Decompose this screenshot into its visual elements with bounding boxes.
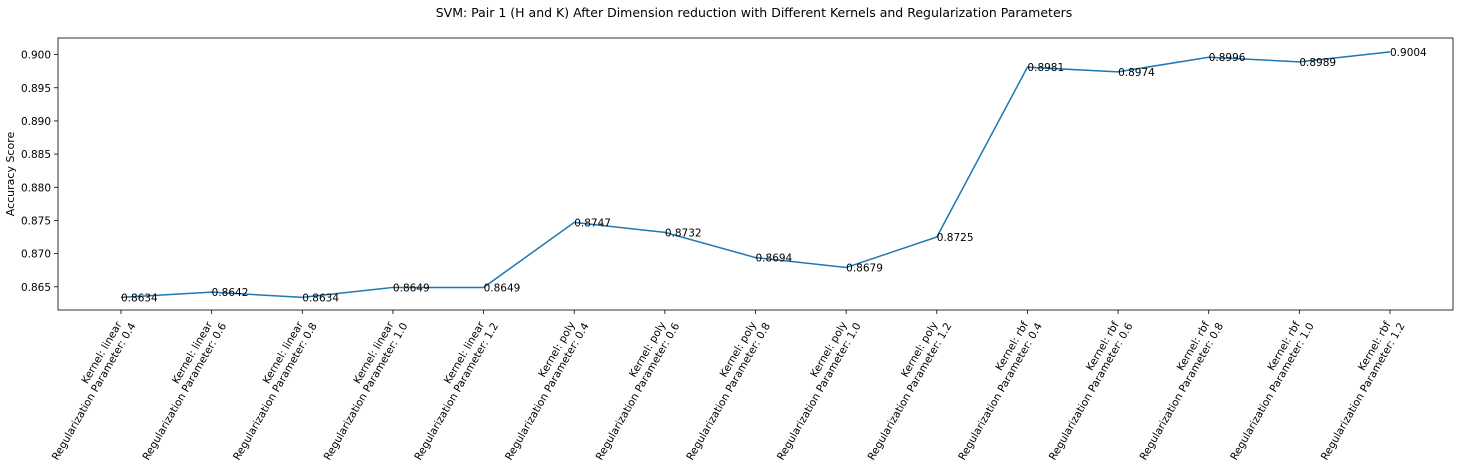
y-tick-label: 0.875: [21, 215, 51, 227]
x-tick-label-text: Kernel: linearRegularization Parameter: …: [130, 314, 230, 462]
x-tick-label-text: Kernel: polyRegularization Parameter: 1.…: [855, 315, 955, 463]
x-tick-label: Kernel: rbfRegularization Parameter: 0.8: [1127, 315, 1227, 463]
x-tick-label-line: Regularization Parameter: 1.0: [322, 321, 411, 463]
x-tick-label-text: Kernel: polyRegularization Parameter: 0.…: [583, 314, 683, 462]
data-label: 0.8649: [484, 282, 521, 294]
chart-title: SVM: Pair 1 (H and K) After Dimension re…: [436, 5, 1073, 20]
data-label: 0.8747: [574, 217, 611, 229]
x-tick-label: Kernel: rbfRegularization Parameter: 1.0: [1217, 315, 1317, 463]
y-tick-label: 0.865: [21, 282, 51, 294]
y-tick-label: 0.885: [21, 149, 51, 161]
x-tick-label-line: Regularization Parameter: 0.4: [956, 321, 1045, 463]
x-tick-label-line: Regularization Parameter: 0.8: [1138, 321, 1227, 463]
data-label: 0.9004: [1390, 47, 1427, 59]
data-label: 0.8996: [1209, 52, 1246, 64]
x-tick-label-text: Kernel: polyRegularization Parameter: 0.…: [492, 314, 592, 462]
x-tick-label: Kernel: rbfRegularization Parameter: 0.6: [1036, 314, 1136, 462]
x-tick-label: Kernel: polyRegularization Parameter: 0.…: [492, 314, 592, 463]
x-tick-label-line: Regularization Parameter: 0.4: [50, 321, 139, 463]
x-tick-label: Kernel: polyRegularization Parameter: 0.…: [583, 314, 683, 463]
data-label: 0.8679: [846, 263, 883, 275]
x-tick-label-line: Regularization Parameter: 1.0: [1228, 321, 1317, 463]
x-tick-label-line: Regularization Parameter: 1.2: [1319, 321, 1408, 463]
x-tick-label: Kernel: rbfRegularization Parameter: 1.2: [1308, 315, 1408, 463]
x-tick-label: Kernel: polyRegularization Parameter: 1.…: [764, 315, 864, 463]
y-tick-label: 0.890: [21, 116, 51, 128]
x-tick-label-line: Regularization Parameter: 0.4: [503, 321, 592, 463]
data-label: 0.8649: [393, 282, 430, 294]
x-tick-label: Kernel: linearRegularization Parameter: …: [401, 315, 501, 463]
plot-area-frame: [57, 37, 1454, 311]
y-axis: 0.865 0.870 0.875 0.880 0.885 0.890 0.895 0.900: [21, 50, 58, 294]
x-tick-label: Kernel: linearRegularization Parameter: …: [130, 314, 230, 462]
x-tick-label-line: Regularization Parameter: 0.8: [684, 321, 773, 463]
x-tick-label: Kernel: polyRegularization Parameter: 0.…: [673, 315, 773, 463]
data-label: 0.8642: [212, 287, 249, 299]
x-tick-label-text: Kernel: polyRegularization Parameter: 1.…: [764, 315, 864, 463]
x-tick-label-text: Kernel: polyRegularization Parameter: 0.…: [673, 315, 773, 463]
x-tick-label: Kernel: linearRegularization Parameter: …: [39, 314, 139, 462]
data-label: 0.8989: [1299, 57, 1336, 69]
x-tick-label-line: Regularization Parameter: 0.8: [231, 321, 320, 463]
data-label: 0.8634: [302, 292, 339, 304]
data-label: 0.8694: [756, 253, 793, 265]
x-tick-label: Kernel: polyRegularization Parameter: 1.…: [855, 315, 955, 463]
y-tick-label: 0.880: [21, 182, 51, 194]
x-tick-label-text: Kernel: rbfRegularization Parameter: 0.4: [945, 314, 1045, 462]
x-tick-label-text: Kernel: rbfRegularization Parameter: 1.0: [1217, 315, 1317, 463]
y-tick-label: 0.895: [21, 83, 51, 95]
x-tick-label-text: Kernel: rbfRegularization Parameter: 1.2: [1308, 315, 1408, 463]
y-axis-label: Accuracy Score: [4, 132, 17, 217]
data-labels: 0.8634 0.8642 0.8634 0.8649 0.8649 0.8747 0.87…: [121, 47, 1427, 304]
x-tick-label-text: Kernel: linearRegularization Parameter: …: [311, 315, 411, 463]
x-tick-label: Kernel: linearRegularization Parameter: …: [220, 315, 320, 463]
x-tick-label-text: Kernel: linearRegularization Parameter: …: [39, 314, 139, 462]
x-tick-label-line: Regularization Parameter: 0.6: [1047, 321, 1136, 463]
data-label: 0.8974: [1118, 67, 1155, 79]
y-tick-label: 0.900: [21, 50, 51, 62]
x-axis: Kernel: linearRegularization Parameter: …: [39, 310, 1408, 463]
x-tick-label-text: Kernel: linearRegularization Parameter: …: [220, 315, 320, 463]
x-tick-label: Kernel: rbfRegularization Parameter: 0.4: [945, 314, 1045, 462]
data-label: 0.8732: [665, 227, 702, 239]
data-label: 0.8634: [121, 292, 158, 304]
x-tick-label-line: Regularization Parameter: 0.6: [594, 321, 683, 463]
x-tick-label-line: Regularization Parameter: 0.6: [140, 321, 229, 463]
x-tick-label-text: Kernel: rbfRegularization Parameter: 0.6: [1036, 314, 1136, 462]
x-tick-label: Kernel: linearRegularization Parameter: …: [311, 315, 411, 463]
series-line: [120, 51, 1391, 299]
x-tick-label-line: Regularization Parameter: 1.2: [866, 321, 955, 463]
x-tick-label-line: Regularization Parameter: 1.0: [775, 321, 864, 463]
y-tick-label: 0.870: [21, 249, 51, 261]
data-label: 0.8981: [1027, 62, 1064, 74]
x-tick-label-text: Kernel: rbfRegularization Parameter: 0.8: [1127, 315, 1227, 463]
x-tick-label-line: Regularization Parameter: 1.2: [412, 321, 501, 463]
data-label: 0.8725: [937, 232, 974, 244]
x-tick-label-text: Kernel: linearRegularization Parameter: …: [401, 315, 501, 463]
